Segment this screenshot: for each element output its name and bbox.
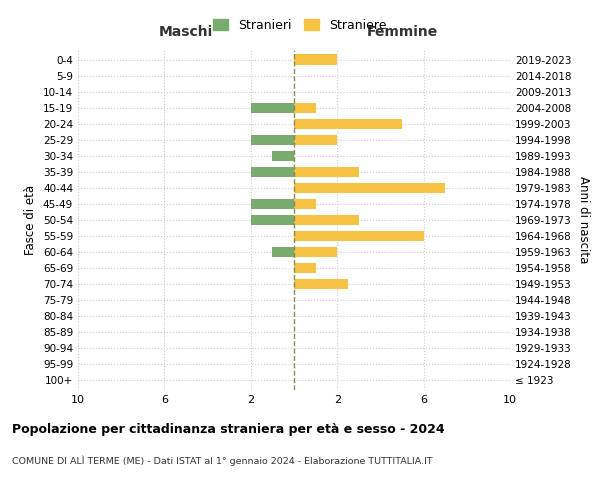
Legend: Stranieri, Straniere: Stranieri, Straniere bbox=[208, 14, 392, 37]
Bar bbox=[251, 198, 294, 209]
Bar bbox=[294, 54, 337, 65]
Bar bbox=[294, 102, 316, 113]
Bar bbox=[251, 134, 294, 145]
Bar bbox=[272, 247, 294, 258]
Bar bbox=[294, 134, 337, 145]
Bar bbox=[294, 279, 348, 289]
Bar bbox=[294, 247, 337, 258]
Bar bbox=[251, 166, 294, 177]
Y-axis label: Fasce di età: Fasce di età bbox=[25, 185, 37, 255]
Bar bbox=[294, 182, 445, 193]
Bar bbox=[294, 263, 316, 274]
Bar bbox=[294, 231, 424, 241]
Bar bbox=[251, 102, 294, 113]
Text: Popolazione per cittadinanza straniera per età e sesso - 2024: Popolazione per cittadinanza straniera p… bbox=[12, 422, 445, 436]
Text: Femmine: Femmine bbox=[367, 25, 437, 39]
Bar bbox=[294, 118, 402, 129]
Bar bbox=[251, 215, 294, 225]
Text: Maschi: Maschi bbox=[159, 25, 213, 39]
Bar bbox=[294, 215, 359, 225]
Y-axis label: Anni di nascita: Anni di nascita bbox=[577, 176, 590, 264]
Bar bbox=[294, 198, 316, 209]
Bar bbox=[272, 150, 294, 161]
Text: COMUNE DI ALÌ TERME (ME) - Dati ISTAT al 1° gennaio 2024 - Elaborazione TUTTITAL: COMUNE DI ALÌ TERME (ME) - Dati ISTAT al… bbox=[12, 455, 433, 466]
Bar bbox=[294, 166, 359, 177]
